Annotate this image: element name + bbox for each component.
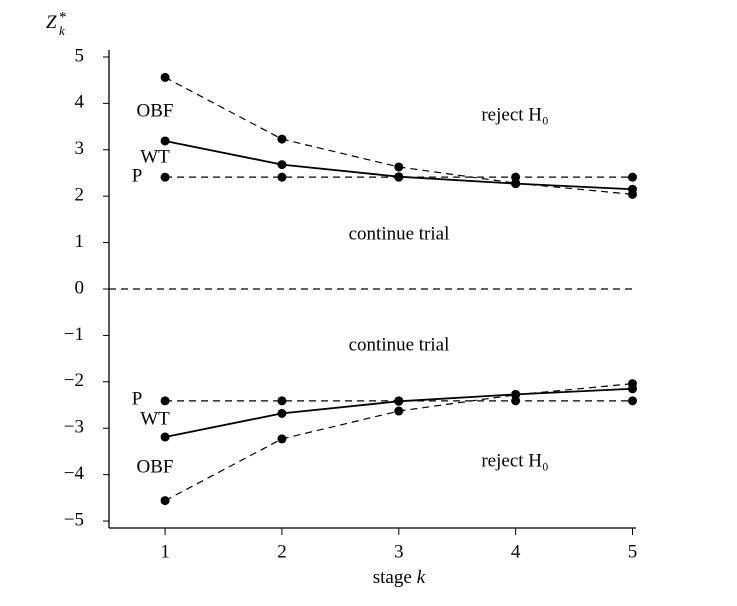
- point: [394, 396, 404, 406]
- point: [160, 496, 170, 506]
- y-label-sub: k: [59, 23, 65, 38]
- y-tick-label: −1: [64, 324, 84, 345]
- point: [394, 406, 404, 416]
- y-label-scripts: *k: [59, 9, 67, 38]
- x-tick-label: 5: [628, 541, 638, 562]
- point: [627, 396, 637, 406]
- x-tick-label: 4: [511, 541, 521, 562]
- series-label: WT: [140, 146, 170, 167]
- y-label-base: Z: [46, 12, 57, 33]
- point: [277, 160, 287, 170]
- y-tick-label: 0: [75, 277, 85, 298]
- y-axis-label: Z: [46, 12, 57, 33]
- x-label-text: stage: [373, 567, 412, 588]
- y-tick-label: 2: [75, 185, 85, 206]
- series-label: OBF: [137, 100, 174, 121]
- y-tick-label: −5: [64, 509, 84, 530]
- point: [627, 172, 637, 182]
- x-tick-label: 1: [160, 541, 170, 562]
- x-tick-label: 2: [277, 541, 287, 562]
- point: [394, 162, 404, 172]
- point: [511, 172, 521, 182]
- annotation: continue trial: [349, 334, 450, 355]
- point: [277, 172, 287, 182]
- point: [160, 136, 170, 146]
- x-axis-label: stage k: [373, 567, 426, 588]
- y-tick-label: 4: [75, 92, 85, 113]
- point: [627, 184, 637, 194]
- series-label: OBF: [137, 456, 174, 477]
- annotation: continue trial: [349, 223, 450, 244]
- point: [160, 172, 170, 182]
- y-tick-label: −2: [64, 370, 84, 391]
- point: [511, 390, 521, 400]
- series-label: P: [132, 165, 143, 186]
- y-tick-label: 1: [75, 231, 85, 252]
- point: [511, 179, 521, 189]
- y-tick-label: 3: [75, 138, 85, 159]
- point: [277, 408, 287, 418]
- y-tick-label: −3: [64, 417, 84, 438]
- series-label: P: [132, 388, 143, 409]
- point: [160, 432, 170, 442]
- point: [277, 396, 287, 406]
- annotation: reject H₀: [481, 450, 548, 471]
- y-tick-label: −4: [64, 463, 85, 484]
- point: [277, 134, 287, 144]
- y-tick-label: 5: [75, 45, 85, 66]
- series-label: WT: [140, 408, 170, 429]
- annotation: reject H₀: [481, 104, 548, 125]
- x-tick-label: 3: [394, 541, 404, 562]
- y-label-sup: *: [59, 9, 67, 25]
- point: [160, 396, 170, 406]
- point: [394, 172, 404, 182]
- point: [277, 434, 287, 444]
- point: [627, 379, 637, 389]
- point: [160, 72, 170, 82]
- x-label-italic: k: [417, 567, 426, 588]
